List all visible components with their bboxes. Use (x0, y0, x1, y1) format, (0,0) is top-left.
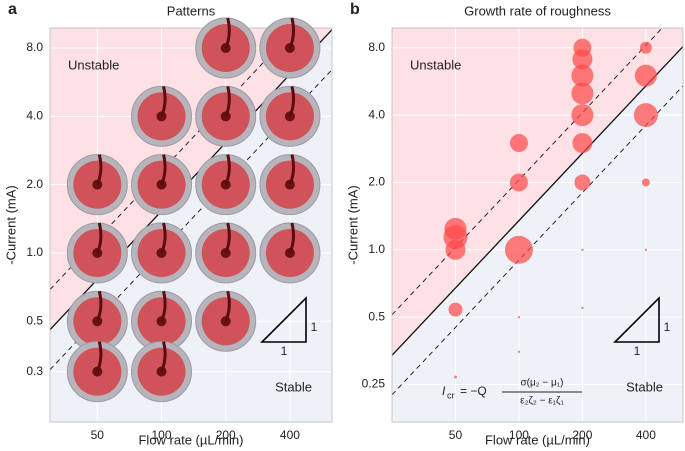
bubble (644, 248, 648, 252)
slope-triangle (613, 296, 660, 343)
slope-label: 1 (281, 344, 288, 358)
bubble (639, 41, 652, 54)
bubble (509, 173, 528, 192)
y-tick-label: 0.25 (362, 377, 386, 391)
y-tick-label: 0.5 (368, 309, 385, 323)
bubble (571, 82, 594, 105)
bubble (448, 302, 463, 317)
dish-tube (224, 154, 231, 186)
unstable-label: Unstable (410, 57, 461, 72)
dish-tube (224, 85, 231, 117)
formula-numerator: σ(μ₂ − μ₁) (520, 378, 563, 389)
dish-tube (224, 290, 231, 322)
chart-title: Growth rate of roughness (464, 3, 611, 18)
y-axis-label: -Current (mA) (345, 185, 360, 264)
y-tick-label: 2.0 (368, 175, 385, 189)
slope-label: 1 (311, 320, 318, 334)
y-tick-label: 2.0 (26, 177, 43, 191)
dish-tube (288, 17, 296, 49)
unstable-label: Unstable (68, 57, 119, 72)
x-tick-label: 200 (216, 428, 236, 442)
x-tick-label: 50 (449, 428, 463, 442)
chart-title: Patterns (167, 3, 216, 18)
bubble (633, 103, 658, 128)
slope-triangle (260, 296, 307, 343)
y-tick-label: 4.0 (368, 107, 385, 121)
x-tick-label: 50 (91, 428, 105, 442)
formula-lhs-sub: cr (447, 390, 455, 400)
critical-line (392, 46, 683, 356)
bubble (574, 174, 591, 191)
bubble (571, 104, 594, 127)
y-tick-label: 8.0 (368, 40, 385, 54)
dish-tube (224, 17, 231, 49)
dish-tube (95, 341, 103, 373)
y-tick-label: 0.3 (26, 364, 43, 378)
formula-prefix: = −Q (460, 384, 487, 398)
slope-label: 1 (664, 320, 671, 334)
dish-tube (95, 154, 103, 186)
y-axis-label: -Current (mA) (3, 185, 18, 264)
stable-label: Stable (626, 379, 663, 394)
bubble (453, 375, 457, 379)
plot-frame (49, 27, 333, 423)
formula-lhs: I (442, 384, 446, 398)
bubble (509, 134, 528, 153)
dish-tube (160, 154, 167, 186)
bubble (572, 49, 593, 70)
plot-frame (391, 27, 684, 423)
y-tick-label: 0.5 (26, 313, 43, 327)
dish-tube (95, 222, 103, 254)
y-tick-label: 1.0 (368, 242, 385, 256)
dish-tube (288, 154, 296, 186)
dish-tube (224, 222, 231, 254)
panel-label: a (8, 1, 17, 18)
bubble (517, 350, 521, 354)
critical-line (392, 85, 683, 396)
critical-line (392, 28, 663, 316)
bubble (445, 239, 466, 260)
plot-area (392, 28, 683, 422)
bubble (504, 235, 533, 264)
y-tick-label: 1.0 (26, 245, 43, 259)
dish-tube (160, 85, 167, 117)
formula-denominator: ε₂ζ₂ − ε₁ζ₁ (520, 396, 564, 407)
y-tick-label: 8.0 (26, 40, 43, 54)
x-tick-label: 400 (280, 428, 300, 442)
dish-tube (160, 222, 167, 254)
bubble (641, 178, 650, 187)
dish-tube (288, 222, 296, 254)
bubble (572, 133, 593, 154)
bubble (517, 315, 521, 319)
y-tick-label: 4.0 (26, 108, 43, 122)
x-axis-label: Flow rate (µL/min) (138, 432, 243, 447)
slope-label: 1 (634, 344, 641, 358)
dish-tube (95, 290, 103, 322)
x-tick-label: 100 (152, 428, 172, 442)
x-tick-label: 200 (572, 428, 592, 442)
unstable-region (392, 28, 683, 356)
x-tick-label: 100 (509, 428, 529, 442)
dish-tube (288, 85, 296, 117)
dish-tube (160, 290, 167, 322)
x-tick-label: 400 (636, 428, 656, 442)
bubble (581, 306, 584, 310)
panel-label: b (350, 1, 360, 18)
stable-label: Stable (275, 379, 312, 394)
bubble (581, 248, 584, 252)
dish-tube (160, 341, 167, 373)
bubble (634, 64, 657, 87)
bubble (571, 64, 594, 87)
x-axis-label: Flow rate (µL/min) (485, 432, 590, 447)
